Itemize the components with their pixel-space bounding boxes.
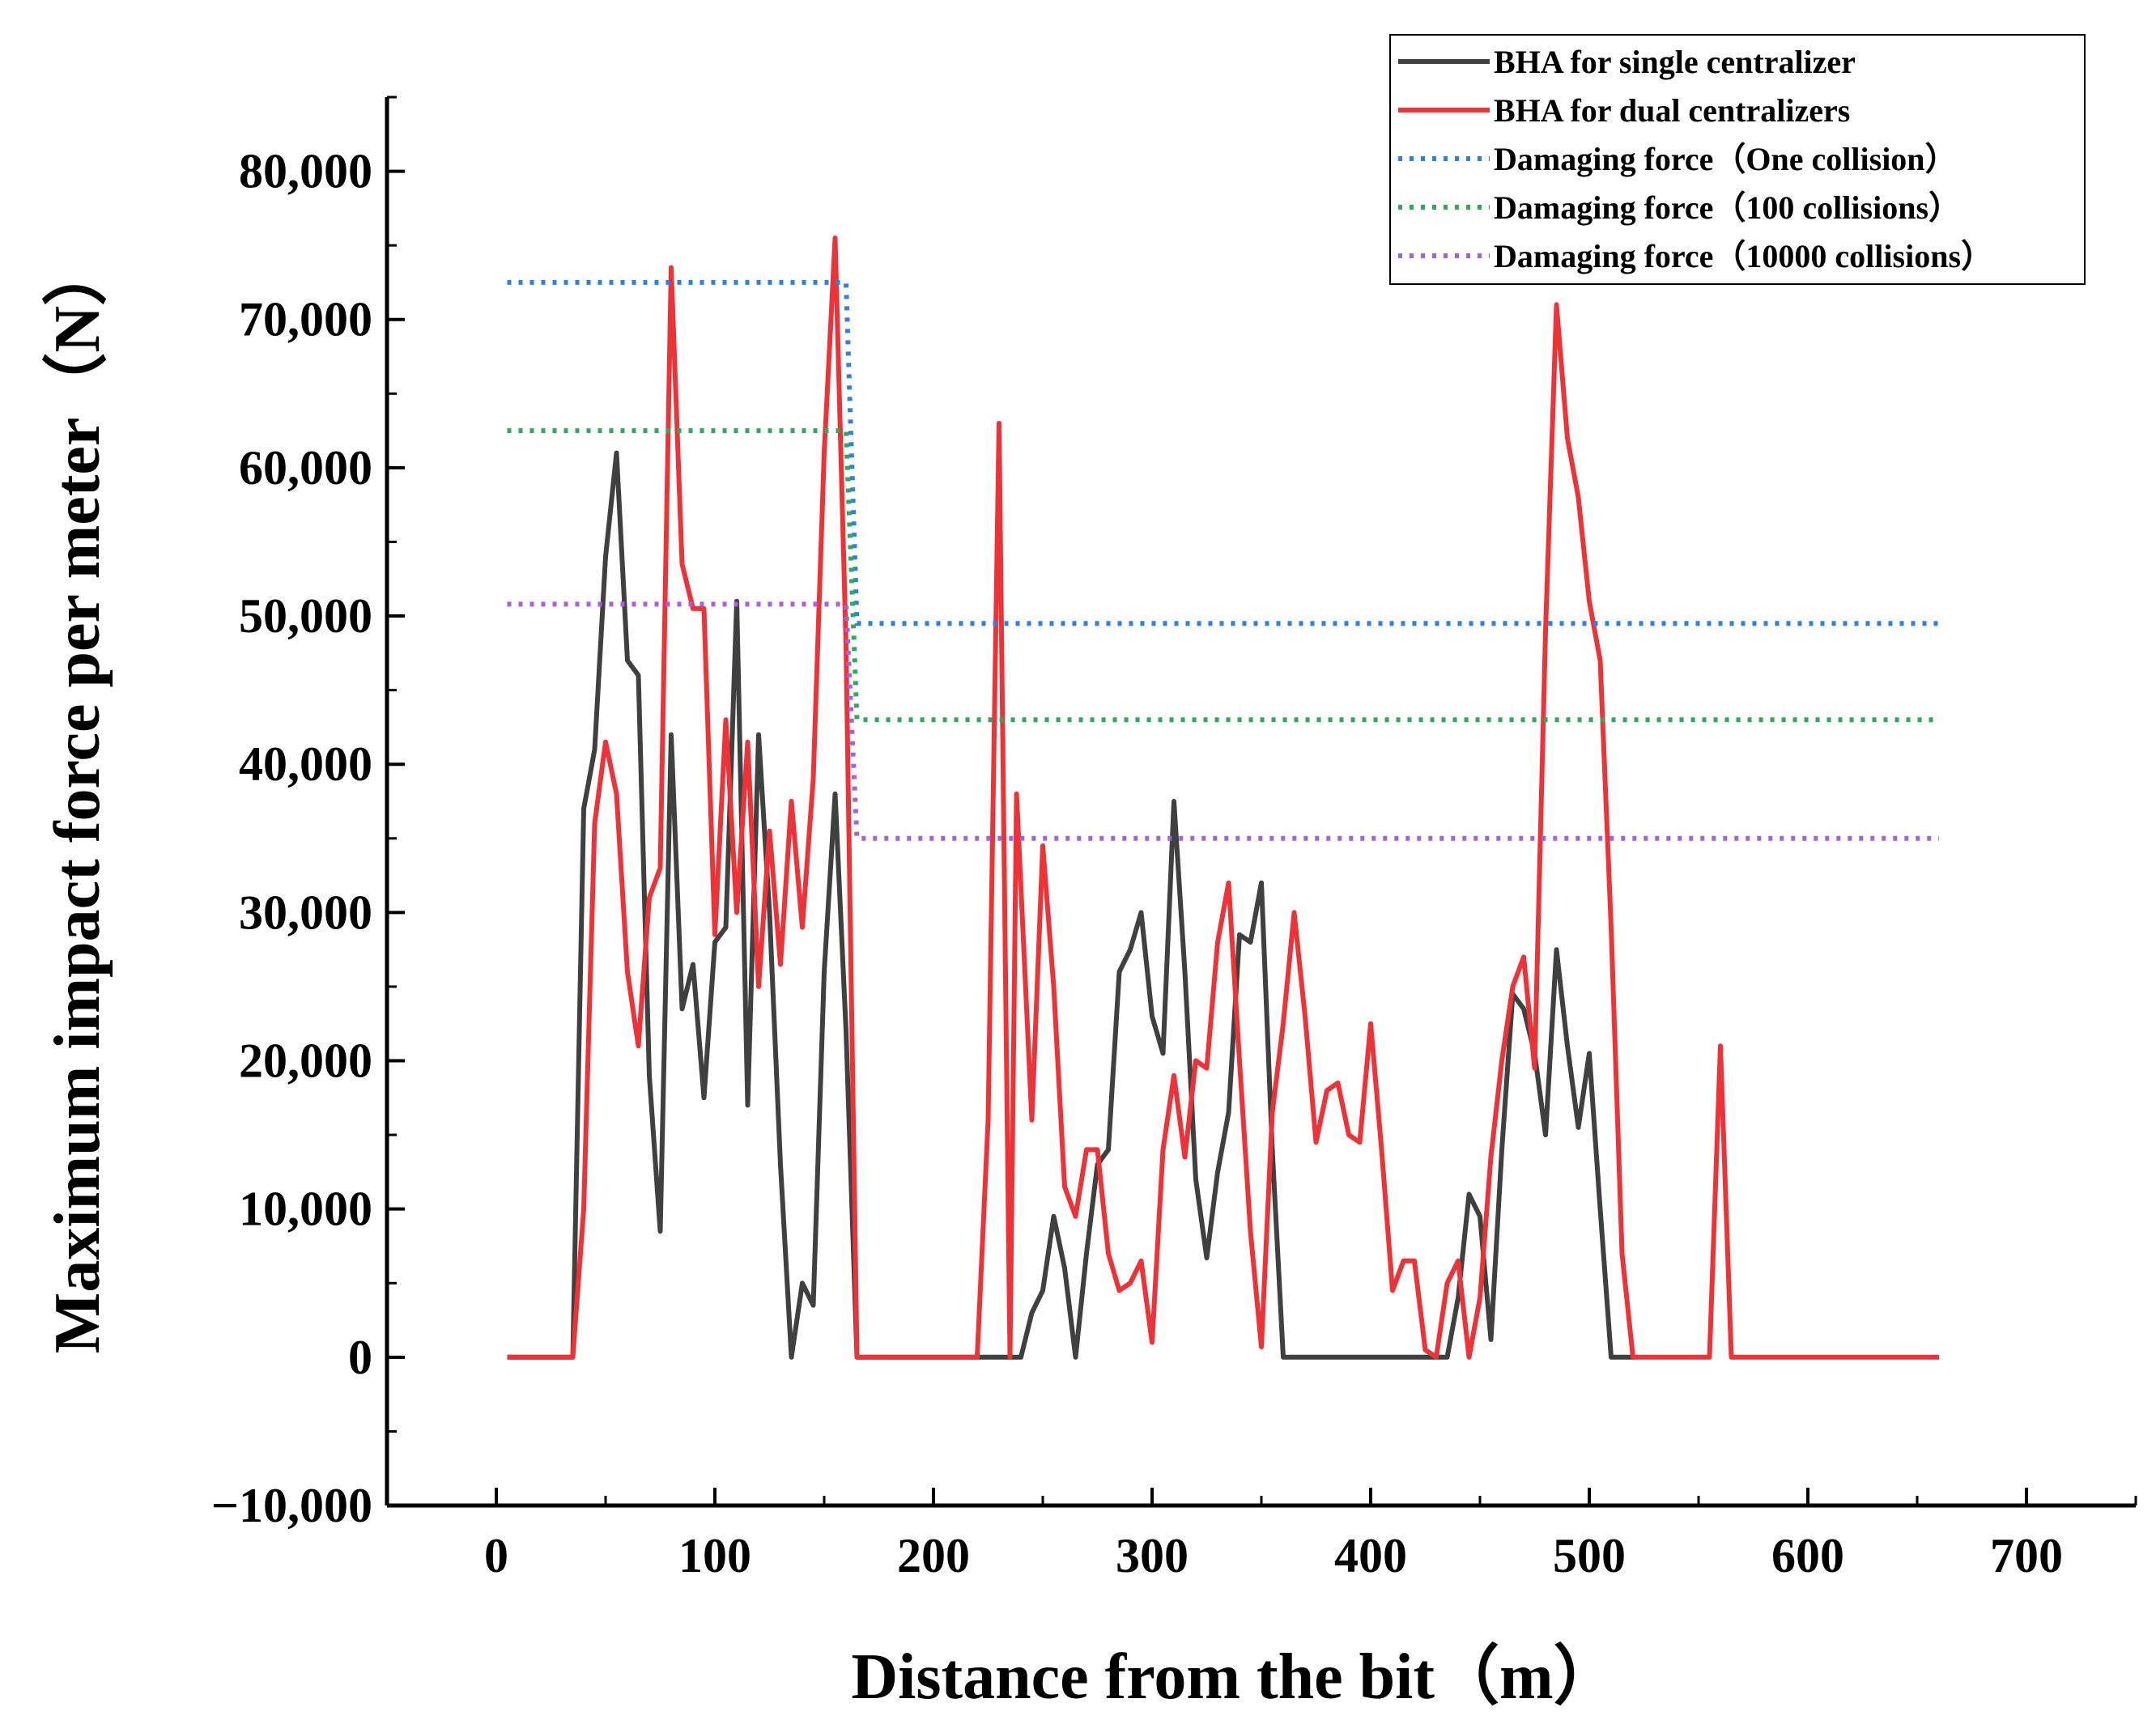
x-tick-label: 400 [1334, 1529, 1407, 1582]
x-tick-label: 500 [1553, 1529, 1626, 1582]
x-tick-label: 200 [897, 1529, 970, 1582]
y-ticks: −10,000 0 10,000 20,000 30,000 40,000 50,000 60… [211, 96, 405, 1532]
series-line-5 [507, 601, 1939, 841]
y-tick-label: 50,000 [239, 589, 372, 643]
x-tick-label: 700 [1990, 1529, 2063, 1582]
y-tick-label: 40,000 [239, 737, 372, 791]
legend-label-4: Damaging force（100 collisions） [1494, 189, 1961, 226]
x-ticks: 0 100 200 300 400 500 600 700 [385, 1488, 2137, 1582]
y-tick-label: −10,000 [211, 1479, 372, 1532]
legend-label-3: Damaging force（One collision） [1494, 141, 1958, 177]
x-tick-label: 300 [1116, 1529, 1189, 1582]
legend-label-2: BHA for dual centralizers [1494, 92, 1850, 129]
y-tick-label: 30,000 [239, 885, 372, 939]
y-tick-label: 0 [348, 1331, 372, 1384]
legend-box [1389, 34, 2086, 285]
y-tick-label: 10,000 [239, 1183, 372, 1236]
legend-label-1: BHA for single centralizer [1494, 44, 1856, 80]
y-tick-label: 70,000 [239, 293, 372, 346]
legend: BHA for single centralizer BHA for dual c… [1389, 34, 2086, 285]
series-line-4 [507, 428, 1939, 723]
y-tick-label: 80,000 [239, 145, 372, 198]
series-line-3 [507, 279, 1939, 626]
series-line-1 [507, 450, 1633, 1360]
series-group [507, 236, 1939, 1360]
legend-label-5: Damaging force（10000 collisions） [1494, 238, 1993, 274]
x-tick-label: 100 [678, 1529, 751, 1582]
x-tick-label: 600 [1771, 1529, 1844, 1582]
series-line-2 [507, 236, 1939, 1360]
x-axis-title: Distance from the bit（m） [851, 1641, 1618, 1713]
y-tick-label: 60,000 [239, 441, 372, 495]
y-tick-label: 20,000 [239, 1034, 372, 1088]
x-tick-label: 0 [484, 1529, 508, 1582]
y-axis-title: Maximum impact force per meter（N） [42, 241, 113, 1353]
axes [385, 97, 2136, 1508]
